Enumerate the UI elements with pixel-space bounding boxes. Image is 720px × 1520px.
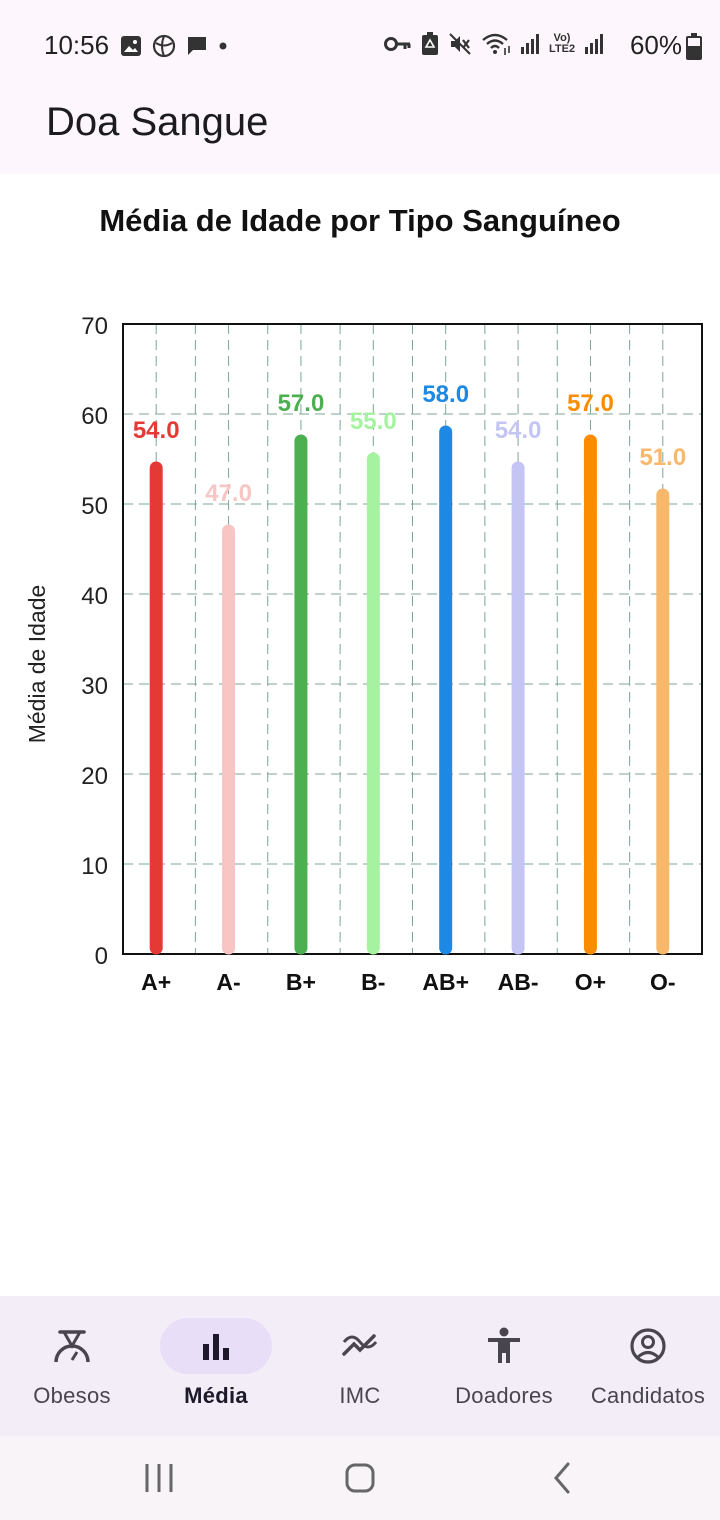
nav-label: Candidatos: [590, 1383, 706, 1408]
status-bar: 10:56 Vo) LTE2 60%: [0, 0, 720, 90]
back-icon[interactable]: [540, 1456, 584, 1500]
x-tick-label: A+: [141, 969, 171, 995]
key-icon: [384, 37, 411, 51]
x-tick-label: A-: [216, 969, 240, 995]
nav-label: Obesos: [33, 1383, 111, 1408]
app-bar: Doa Sangue: [0, 90, 720, 174]
status-time: 10:56: [44, 30, 110, 60]
y-tick-label: 60: [81, 403, 108, 430]
y-tick-label: 30: [81, 673, 108, 700]
battery-icon: [686, 33, 702, 60]
data-label: 58.0: [422, 381, 469, 408]
y-tick-label: 10: [81, 853, 108, 880]
bar-chart-icon: [203, 1334, 229, 1360]
dot-icon: [219, 42, 227, 50]
mute-icon: [449, 33, 471, 55]
nav-label: Média: [184, 1383, 248, 1408]
y-axis-label: Média de Idade: [24, 585, 50, 744]
battery-percent: 60%: [629, 30, 682, 60]
recycle-icon: [422, 32, 438, 55]
account-circle-icon: [630, 1328, 666, 1364]
app-title: Doa Sangue: [46, 100, 269, 144]
chart-title: Média de Idade por Tipo Sanguíneo: [99, 203, 621, 238]
status-system-icons: Vo) LTE2: [384, 32, 604, 56]
recents-icon[interactable]: [137, 1456, 181, 1500]
person-icon: [488, 1327, 520, 1363]
data-label: 47.0: [205, 480, 252, 507]
data-label: 57.0: [278, 390, 325, 417]
y-tick-label: 50: [81, 493, 108, 520]
trending-icon: [342, 1334, 378, 1356]
x-tick-label: O-: [650, 969, 676, 995]
data-label: 57.0: [567, 390, 614, 417]
nav-item-candidatos[interactable]: Candidatos: [576, 1296, 720, 1436]
status-notification-icons: [120, 34, 228, 58]
nav-label: IMC: [339, 1383, 381, 1408]
data-label: 51.0: [639, 444, 686, 471]
signal-icon: [585, 34, 603, 54]
nav-item-imc[interactable]: IMC: [288, 1296, 432, 1436]
x-tick-label: B+: [286, 969, 316, 995]
y-tick-label: 0: [95, 943, 108, 970]
nav-item-obesos[interactable]: Obesos: [0, 1296, 144, 1436]
nav-label: Doadores: [455, 1383, 553, 1408]
nav-item-doadores[interactable]: Doadores: [432, 1296, 576, 1436]
plot-frame: [122, 323, 703, 955]
data-label: 54.0: [133, 417, 180, 444]
y-tick-label: 70: [81, 313, 108, 340]
nav-item-media[interactable]: Média: [144, 1296, 288, 1436]
bottom-navigation: Obesos Média IMC Doadores Candidatos: [0, 1296, 720, 1436]
y-tick-label: 20: [81, 763, 108, 790]
scale-icon: [54, 1330, 90, 1363]
y-tick-label: 40: [81, 583, 108, 610]
x-tick-label: B-: [361, 969, 385, 995]
x-tick-label: O+: [575, 969, 606, 995]
sync-icon: [152, 34, 176, 58]
x-tick-label: AB+: [422, 969, 469, 995]
message-icon: [188, 37, 206, 55]
signal-icon: [521, 34, 539, 54]
image-icon: [121, 36, 141, 56]
system-navigation-bar: [0, 1436, 720, 1520]
data-label: 55.0: [350, 408, 397, 435]
bar-chart: 0 10 20 30 40 50 60 70 54.0 A+ 47.0 A- 57.0 B+ 55.0 B- 5…: [24, 313, 703, 995]
wifi-icon: [482, 33, 510, 55]
x-tick-label: AB-: [498, 969, 539, 995]
lte2-icon: Vo) LTE2: [549, 32, 576, 55]
data-label: 54.0: [495, 417, 542, 444]
home-icon[interactable]: [338, 1456, 382, 1500]
